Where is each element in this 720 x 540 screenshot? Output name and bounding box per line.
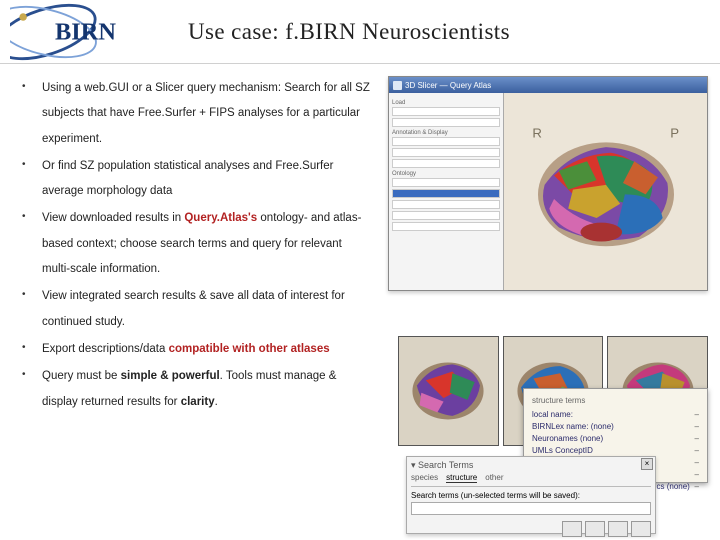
bullet-item: Or find SZ population statistical analys… <box>22 154 370 205</box>
close-icon[interactable]: × <box>641 458 653 470</box>
bullet-item: Using a web.GUI or a Slicer query mechan… <box>22 76 370 152</box>
search-terms-panel: × ▾ Search Terms species structure other… <box>406 456 656 534</box>
search-input[interactable] <box>411 502 651 515</box>
panel-row[interactable] <box>392 222 500 231</box>
panel-section-label: Ontology <box>392 171 500 177</box>
bullet-item: Query must be simple & powerful. Tools m… <box>22 364 370 415</box>
brain-thumbnail[interactable] <box>398 336 499 446</box>
bullet-text: View downloaded results in <box>42 212 184 224</box>
panel-row[interactable] <box>392 178 500 187</box>
popup-row: BIRNLex name: (none) <box>532 421 699 433</box>
search-panel-title: Search Terms <box>418 460 473 470</box>
window-body: Load Annotation & Display Ontology <box>389 93 707 290</box>
tab-other[interactable]: other <box>485 473 503 483</box>
bullet-text: . <box>215 396 218 408</box>
toolbar-button[interactable] <box>562 521 582 537</box>
panel-row[interactable] <box>392 200 500 209</box>
tab-structure[interactable]: structure <box>446 473 477 483</box>
panel-row[interactable] <box>392 148 500 157</box>
highlight-text: simple & powerful <box>121 370 220 382</box>
brain-viewport[interactable]: R P <box>504 93 707 290</box>
bullet-item: Export descriptions/data compatible with… <box>22 337 370 362</box>
popup-row: local name: <box>532 409 699 421</box>
toolbar-button[interactable] <box>608 521 628 537</box>
search-button-row <box>411 521 651 537</box>
panel-section-label: Annotation & Display <box>392 130 500 136</box>
search-field-label: Search terms (un-selected terms will be … <box>411 491 651 500</box>
toolbar-button[interactable] <box>631 521 651 537</box>
window-icon <box>393 81 402 90</box>
panel-row[interactable] <box>392 211 500 220</box>
axis-p-label: P <box>670 126 679 141</box>
bullet-text: Export descriptions/data <box>42 343 169 355</box>
bullet-item: View downloaded results in Query.Atlas's… <box>22 206 370 282</box>
highlight-text: Query.Atlas's <box>184 212 257 224</box>
window-title: 3D Slicer — Query Atlas <box>405 81 491 90</box>
slide-body: Using a web.GUI or a Slicer query mechan… <box>0 64 720 540</box>
popup-title: structure terms <box>532 395 699 407</box>
slide-header: BIRN Use case: f.BIRN Neuroscientists <box>0 0 720 64</box>
bullet-text: View integrated search results & save al… <box>42 290 345 327</box>
bullet-item: View integrated search results & save al… <box>22 284 370 335</box>
slide-title: Use case: f.BIRN Neuroscientists <box>188 19 510 45</box>
panel-row[interactable] <box>392 137 500 146</box>
bullet-list: Using a web.GUI or a Slicer query mechan… <box>22 76 370 415</box>
birn-logo: BIRN <box>10 3 160 61</box>
panel-row[interactable] <box>392 107 500 116</box>
logo-text: BIRN <box>55 18 116 45</box>
popup-row: Neuronames (none) <box>532 433 699 445</box>
axis-r-label: R <box>532 126 542 141</box>
panel-row[interactable] <box>392 118 500 127</box>
highlight-text: clarity <box>181 396 215 408</box>
highlight-text: compatible with other atlases <box>169 343 330 355</box>
brain-render-large: R P <box>521 119 691 264</box>
side-panel: Load Annotation & Display Ontology <box>389 93 504 290</box>
panel-section-label: Load <box>392 100 500 106</box>
search-tabs: species structure other <box>411 473 651 487</box>
bullet-text: Query must be <box>42 370 121 382</box>
tab-species[interactable]: species <box>411 473 438 483</box>
panel-row-selected[interactable] <box>392 189 500 198</box>
panel-row[interactable] <box>392 159 500 168</box>
toolbar-button[interactable] <box>585 521 605 537</box>
figure-column: 3D Slicer — Query Atlas Load Annotation … <box>382 76 708 540</box>
bullet-text: Using a web.GUI or a Slicer query mechan… <box>42 82 370 145</box>
slicer-screenshot: 3D Slicer — Query Atlas Load Annotation … <box>388 76 708 291</box>
bullet-column: Using a web.GUI or a Slicer query mechan… <box>22 76 382 540</box>
bullet-text: Or find SZ population statistical analys… <box>42 160 333 197</box>
window-titlebar: 3D Slicer — Query Atlas <box>389 77 707 93</box>
